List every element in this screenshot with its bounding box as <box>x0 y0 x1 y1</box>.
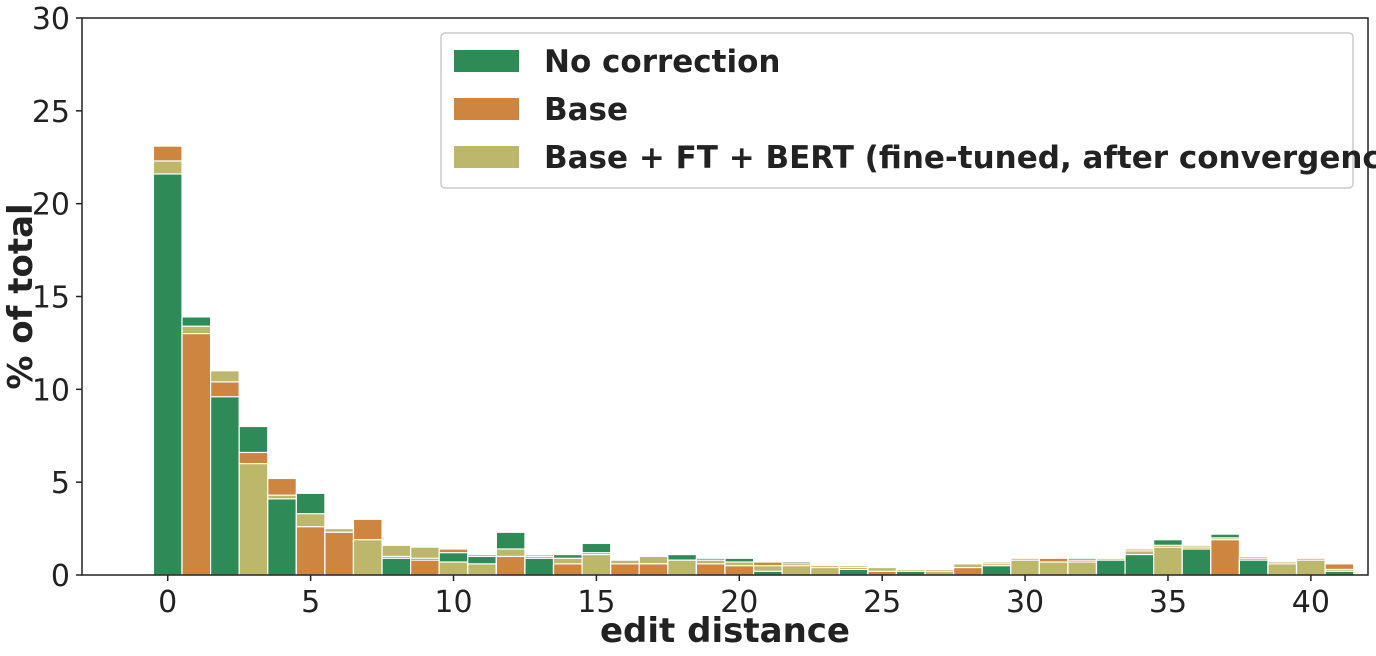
bar-base-19 <box>695 563 726 576</box>
bar-no-correction-8 <box>381 557 412 576</box>
bar-base-14 <box>552 563 583 576</box>
bar-base-16 <box>610 563 640 576</box>
legend-swatch-base <box>454 98 519 120</box>
legend-swatch-no-correction <box>454 50 519 72</box>
bar-base-ft-bert-fine-tuned-after-convergence-30 <box>1010 559 1040 576</box>
bar-base-1 <box>181 333 212 576</box>
bar-no-correction-33 <box>1095 559 1126 576</box>
y-tick-label: 0 <box>51 559 70 594</box>
x-tick-label: 35 <box>1149 585 1187 620</box>
bar-base-12 <box>495 555 526 576</box>
bar-base-ft-bert-fine-tuned-after-convergence-23 <box>810 566 840 576</box>
bar-base-ft-bert-fine-tuned-after-convergence-18 <box>667 559 698 576</box>
bar-no-correction-2 <box>210 396 240 576</box>
bar-base-37 <box>1210 539 1241 576</box>
bar-base-6 <box>324 531 355 576</box>
bar-base-20 <box>724 565 755 576</box>
bar-base-9 <box>410 559 440 576</box>
bars-layer <box>152 145 1355 576</box>
bar-no-correction-13 <box>524 557 555 576</box>
legend: No correction Base Base + FT + BERT (fin… <box>440 32 1376 189</box>
bar-base-ft-bert-fine-tuned-after-convergence-3 <box>238 463 269 576</box>
bar-no-correction-0 <box>152 173 183 576</box>
bar-no-correction-24 <box>838 568 869 576</box>
bar-base-ft-bert-fine-tuned-after-convergence-31 <box>1038 561 1069 576</box>
y-tick-label: 30 <box>32 2 70 37</box>
bar-no-correction-36 <box>1181 548 1212 576</box>
bar-base-5 <box>295 526 326 576</box>
legend-swatch-base-ft-bert <box>454 146 519 168</box>
bar-base-ft-bert-fine-tuned-after-convergence-32 <box>1067 561 1098 576</box>
bar-no-correction-29 <box>981 565 1012 576</box>
bar-no-correction-34 <box>1124 553 1155 576</box>
bar-base-17 <box>638 563 669 576</box>
y-axis-title: % of total <box>1 203 41 389</box>
bar-no-correction-4 <box>267 498 297 576</box>
y-tick-label: 20 <box>32 188 70 223</box>
axis-ticks: 0 5 10 15 20 25 30 35 40 0 5 10 15 20 25 30 <box>32 2 1330 620</box>
y-tick-label: 25 <box>32 95 70 130</box>
x-axis-title: edit distance <box>600 611 850 651</box>
x-tick-label: 30 <box>1006 585 1044 620</box>
x-tick-label: 10 <box>434 585 472 620</box>
legend-box <box>440 32 1354 189</box>
legend-label-no-correction: No correction <box>544 44 781 80</box>
bar-base-ft-bert-fine-tuned-after-convergence-39 <box>1267 563 1298 576</box>
bar-base-ft-bert-fine-tuned-after-convergence-40 <box>1295 559 1326 576</box>
bar-base-ft-bert-fine-tuned-after-convergence-7 <box>352 539 383 576</box>
x-tick-label: 0 <box>158 585 177 620</box>
bar-base-ft-bert-fine-tuned-after-convergence-11 <box>467 563 497 576</box>
x-tick-label: 20 <box>720 585 758 620</box>
y-tick-label: 5 <box>51 466 70 501</box>
x-tick-label: 40 <box>1292 585 1330 620</box>
bar-base-ft-bert-fine-tuned-after-convergence-15 <box>581 553 612 576</box>
bar-base-ft-bert-fine-tuned-after-convergence-35 <box>1153 546 1183 576</box>
x-tick-label: 5 <box>301 585 320 620</box>
x-tick-label: 25 <box>863 585 901 620</box>
legend-label-base: Base <box>544 92 628 128</box>
x-tick-label: 15 <box>577 585 615 620</box>
legend-label-base-ft-bert: Base + FT + BERT (fine-tuned, after conv… <box>544 140 1376 176</box>
y-tick-label: 15 <box>32 281 70 316</box>
bar-base-28 <box>953 566 983 576</box>
bar-base-ft-bert-fine-tuned-after-convergence-10 <box>438 561 469 576</box>
y-tick-label: 10 <box>32 373 70 408</box>
bar-no-correction-38 <box>1238 559 1269 576</box>
bar-base-ft-bert-fine-tuned-after-convergence-22 <box>781 565 812 576</box>
